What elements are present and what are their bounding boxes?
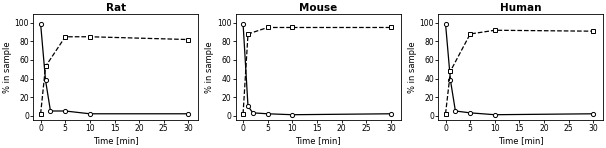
Title: Rat: Rat [105,3,126,13]
Title: Mouse: Mouse [299,3,338,13]
Title: Human: Human [500,3,541,13]
X-axis label: Time [min]: Time [min] [93,136,139,145]
X-axis label: Time [min]: Time [min] [295,136,341,145]
Y-axis label: % in sample: % in sample [408,41,417,93]
Y-axis label: % in sample: % in sample [205,41,215,93]
Y-axis label: % in sample: % in sample [3,41,12,93]
X-axis label: Time [min]: Time [min] [498,136,544,145]
